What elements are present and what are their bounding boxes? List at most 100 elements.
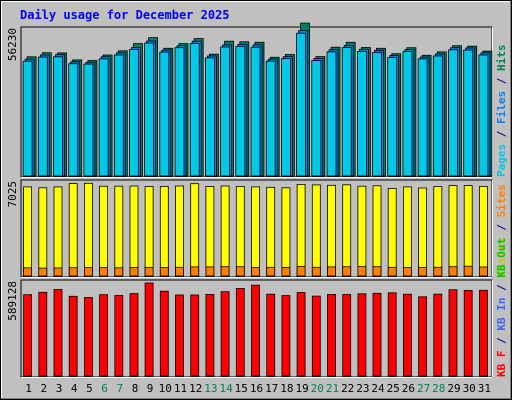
- bar-sites-19: [296, 266, 306, 277]
- x-tick-label-24: 24: [371, 382, 385, 395]
- x-tick-label-12: 12: [189, 382, 202, 395]
- legend-entry: Visits: [495, 237, 508, 277]
- x-tick-label-4: 4: [71, 382, 78, 395]
- bar-pages-7: [113, 54, 124, 177]
- bar-pages-17: [265, 60, 276, 177]
- bar-pages-6: [98, 58, 109, 177]
- bar-kb-f-1: [23, 294, 33, 377]
- bar-pages-19: [296, 32, 307, 177]
- bar-sites-15: [235, 266, 245, 277]
- bar-kb-f-8: [129, 293, 139, 377]
- bar-kb-f-22: [342, 294, 352, 377]
- bar-kb-f-26: [402, 293, 412, 377]
- bar-pages-15: [235, 46, 246, 177]
- bar-visits-27: [418, 187, 428, 277]
- bar-visits-25: [387, 188, 397, 277]
- panel-legend: Visits / Sites: [495, 184, 508, 277]
- x-tick-label-1: 1: [25, 382, 32, 395]
- bar-pages-31: [478, 54, 489, 177]
- bar-sites-1: [23, 267, 33, 277]
- bar-kb-f-12: [190, 294, 200, 377]
- x-tick-label-29: 29: [447, 382, 460, 395]
- x-tick-label-5: 5: [86, 382, 93, 395]
- bar-visits-23: [357, 185, 367, 277]
- series-sites: [23, 265, 488, 277]
- bar-kb-f-6: [99, 294, 108, 377]
- chart-panels: 56230 Pages / Files / Hits 7025 Visits / Si…: [6, 22, 508, 378]
- bar-pages-24: [372, 52, 382, 177]
- x-tick-label-6: 6: [101, 382, 108, 395]
- chart-title: Daily usage for December 2025: [20, 8, 230, 22]
- x-tick-label-27: 27: [417, 382, 430, 395]
- y-scale-label: 589128: [6, 281, 19, 321]
- bar-pages-21: [326, 51, 337, 177]
- bar-visits-8: [129, 185, 139, 277]
- bar-kb-f-18: [281, 295, 291, 377]
- bar-visits-22: [342, 184, 352, 277]
- series-kb-f: [23, 282, 488, 377]
- bar-kb-f-23: [357, 293, 367, 377]
- bar-kb-f-15: [235, 287, 245, 377]
- bar-pages-14: [220, 46, 231, 177]
- bar-sites-8: [129, 267, 139, 277]
- bar-visits-17: [266, 186, 276, 277]
- legend-entry: /: [495, 71, 508, 91]
- bar-kb-f-13: [205, 293, 215, 377]
- bar-visits-6: [99, 185, 108, 277]
- bar-pages-4: [68, 63, 79, 177]
- bar-pages-2: [37, 56, 48, 177]
- x-tick-label-15: 15: [235, 382, 248, 395]
- bar-sites-5: [84, 267, 93, 277]
- bar-pages-3: [53, 56, 63, 177]
- bar-pages-13: [204, 57, 215, 177]
- bar-kb-f-27: [418, 296, 428, 377]
- bar-pages-18: [280, 58, 291, 177]
- bar-pages-27: [417, 58, 428, 177]
- bar-visits-14: [220, 185, 230, 277]
- bar-sites-18: [281, 266, 291, 277]
- bar-sites-6: [99, 267, 108, 277]
- bar-sites-20: [311, 266, 321, 277]
- bar-kb-f-2: [38, 291, 48, 377]
- bar-sites-30: [463, 265, 473, 277]
- bar-sites-21: [327, 266, 336, 277]
- bar-visits-3: [53, 186, 63, 277]
- x-tick-label-16: 16: [250, 382, 263, 395]
- panel-3: 589128 KB F / KB In / KB Out: [6, 238, 508, 378]
- legend-entry: KB F: [495, 351, 508, 378]
- panel-legend: KB F / KB In / KB Out: [495, 238, 508, 377]
- bar-kb-f-29: [448, 289, 458, 377]
- bar-pages-12: [189, 43, 200, 177]
- bar-visits-18: [281, 187, 291, 277]
- bar-sites-27: [418, 267, 428, 277]
- bar-pages-16: [250, 46, 261, 177]
- legend-entry: /: [495, 217, 508, 237]
- bar-visits-2: [38, 187, 48, 277]
- bar-sites-12: [190, 266, 200, 277]
- bar-pages-29: [448, 49, 458, 177]
- bar-sites-29: [448, 266, 458, 277]
- bar-sites-24: [372, 266, 382, 277]
- bar-pages-8: [129, 49, 139, 177]
- bar-kb-f-28: [433, 293, 443, 377]
- y-scale-label: 56230: [6, 28, 19, 61]
- bar-sites-13: [205, 266, 215, 277]
- bar-pages-23: [356, 51, 367, 177]
- x-tick-label-19: 19: [295, 382, 308, 395]
- bar-sites-28: [433, 266, 443, 277]
- x-tick-label-28: 28: [432, 382, 445, 395]
- bar-visits-16: [251, 186, 260, 277]
- bar-pages-9: [144, 42, 155, 177]
- bar-pages-10: [159, 51, 170, 177]
- bar-sites-16: [251, 267, 260, 277]
- bar-visits-1: [23, 186, 33, 277]
- bar-visits-5: [84, 182, 93, 277]
- legend-entry: Files: [495, 91, 508, 124]
- bar-sites-25: [387, 266, 397, 277]
- x-tick-label-3: 3: [56, 382, 63, 395]
- legend-entry: /: [495, 278, 508, 298]
- panel-2: 7025 Visits / Sites: [6, 179, 508, 278]
- bar-sites-14: [220, 266, 230, 277]
- x-tick-label-9: 9: [147, 382, 154, 395]
